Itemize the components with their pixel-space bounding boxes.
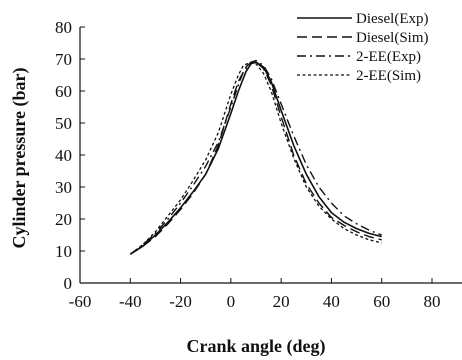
legend-label: 2-EE(Sim) [356, 68, 421, 84]
y-tick-label: 0 [64, 274, 73, 293]
x-tick-label: -60 [69, 292, 92, 311]
series-line-1 [129, 61, 382, 255]
y-axis-title: Cylinder pressure (bar) [9, 67, 30, 248]
x-tick-label: 0 [227, 292, 236, 311]
y-axis-ticks: 0 10 20 30 40 50 60 70 80 [55, 18, 85, 293]
legend: Diesel(Exp) Diesel(Sim) 2-EE(Exp) 2-EE(Sim) [297, 11, 429, 84]
series-layer [129, 59, 382, 255]
x-tick-label: 80 [424, 292, 441, 311]
legend-label: 2-EE(Exp) [356, 49, 421, 65]
x-tick-label: 20 [273, 292, 290, 311]
x-tick-label: 60 [373, 292, 390, 311]
y-tick-label: 30 [55, 178, 72, 197]
x-axis-title: Crank angle (deg) [187, 336, 326, 357]
series-line-4 [129, 61, 382, 255]
y-tick-label: 10 [55, 242, 72, 261]
y-tick-label: 40 [55, 146, 72, 165]
y-tick-label: 70 [55, 50, 72, 69]
y-tick-label: 50 [55, 114, 72, 133]
y-tick-label: 60 [55, 82, 72, 101]
x-tick-label: -20 [169, 292, 192, 311]
y-tick-label: 20 [55, 210, 72, 229]
legend-label: Diesel(Exp) [356, 11, 428, 27]
x-tick-label: -40 [119, 292, 142, 311]
series-line-2 [129, 61, 382, 255]
y-tick-label: 80 [55, 18, 72, 37]
series-line-3 [129, 59, 382, 255]
x-tick-label: 40 [323, 292, 340, 311]
legend-label: Diesel(Sim) [356, 30, 429, 46]
